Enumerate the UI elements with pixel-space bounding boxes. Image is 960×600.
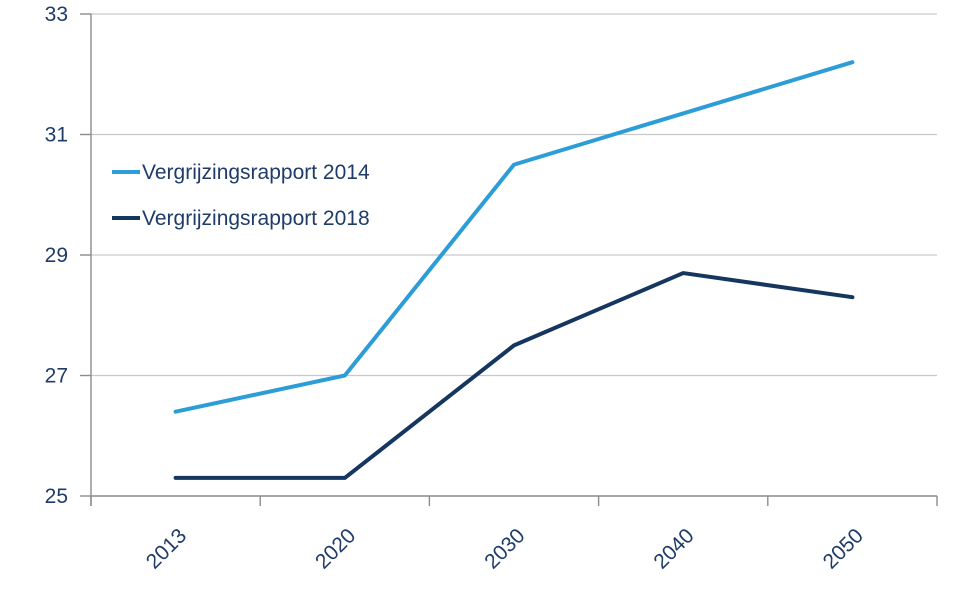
series-line	[173, 271, 855, 480]
y-tick-label: 29	[45, 244, 68, 267]
y-tick-label: 33	[45, 3, 68, 26]
series-lines	[173, 60, 855, 480]
x-axis-tick-labels: 2013 2020 2030 2040 2050	[142, 524, 868, 573]
x-tick-label: 2013	[142, 524, 191, 573]
y-tick-label: 25	[45, 485, 68, 508]
axes	[80, 13, 938, 506]
x-tick-label: 2030	[480, 524, 529, 573]
series-line	[173, 60, 855, 414]
legend: Vergrijzingsrapport 2014 Vergrijzingsrapp…	[112, 161, 370, 230]
y-tick-label: 31	[45, 124, 68, 147]
y-axis-tick-labels: 25 27 29 31 33	[45, 3, 68, 508]
y-tick-label: 27	[45, 365, 68, 388]
gridlines	[91, 13, 937, 377]
legend-entry: Vergrijzingsrapport 2018	[112, 207, 370, 230]
x-tick-label: 2050	[819, 524, 868, 573]
x-tick-label: 2040	[649, 524, 698, 573]
legend-entry: Vergrijzingsrapport 2014	[112, 161, 370, 184]
x-tick-label: 2020	[311, 524, 360, 573]
legend-label: Vergrijzingsrapport 2018	[142, 207, 370, 230]
legend-label: Vergrijzingsrapport 2014	[142, 161, 370, 184]
